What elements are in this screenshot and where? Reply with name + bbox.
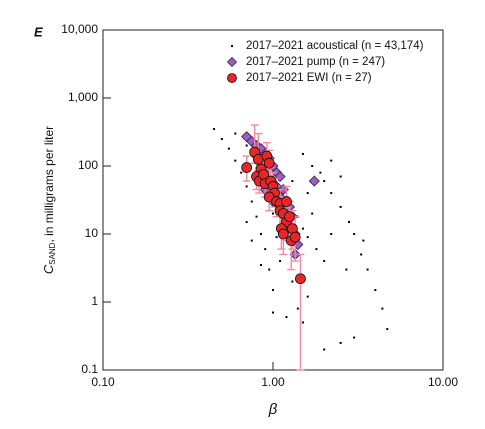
point [245, 221, 248, 224]
point [330, 233, 333, 235]
point [306, 236, 309, 239]
point [345, 268, 348, 271]
point [275, 236, 278, 239]
point [301, 153, 304, 156]
point [234, 159, 237, 162]
panel-label: E [34, 24, 43, 39]
y-label-text: , in milligrams per liter [42, 126, 56, 243]
point [284, 211, 295, 223]
point [277, 228, 289, 240]
point [362, 239, 365, 242]
point [311, 212, 314, 215]
point [295, 273, 306, 285]
point [315, 248, 318, 251]
point [323, 348, 326, 351]
point [234, 132, 237, 135]
point [263, 157, 275, 169]
y-tick-label: 100 [78, 158, 98, 172]
point [268, 268, 271, 271]
point [339, 341, 342, 344]
x-tick-label: 0.10 [91, 375, 115, 389]
point [296, 307, 299, 310]
point [339, 205, 342, 208]
point [330, 159, 333, 162]
point [289, 231, 301, 243]
point [272, 311, 274, 314]
point [306, 192, 309, 195]
point [285, 316, 288, 319]
y-tick-label: 1 [91, 294, 98, 308]
point [272, 212, 274, 215]
point [306, 295, 309, 298]
point [330, 192, 333, 195]
x-tick-label: 1.00 [261, 375, 285, 389]
point [227, 147, 230, 150]
point [250, 200, 253, 203]
legend-label: 2017–2021 pump (n = 247) [246, 56, 385, 68]
y-tick-label: 1,000 [68, 90, 98, 104]
point [353, 233, 356, 235]
y-label-symbol: C [41, 264, 56, 274]
point [291, 280, 294, 283]
legend-marker [231, 45, 233, 47]
point [381, 307, 384, 310]
point [374, 289, 377, 292]
y-tick-label: 10,000 [61, 22, 98, 36]
y-axis-label: CSAND, in milligrams per liter [41, 126, 57, 274]
legend-marker [226, 56, 238, 68]
point [272, 289, 274, 292]
point [360, 253, 363, 256]
error-bar [296, 253, 305, 371]
point [250, 239, 253, 242]
x-tick-label: 10.00 [428, 375, 458, 389]
point [353, 336, 356, 339]
legend-label: 2017–2021 EWI (n = 27) [246, 72, 372, 84]
point [311, 165, 314, 167]
point [281, 196, 292, 207]
point [240, 171, 243, 174]
x-axis-label: β [268, 401, 278, 418]
point [386, 328, 389, 331]
y-tick-label: 0.1 [81, 362, 98, 376]
point [291, 180, 294, 183]
point [348, 221, 351, 224]
point [301, 227, 304, 230]
point [255, 215, 258, 218]
point [241, 162, 253, 173]
point [366, 268, 369, 271]
point [323, 260, 326, 263]
y-label-subscript: SAND [48, 242, 57, 264]
point [260, 233, 263, 235]
point [301, 321, 304, 324]
point [264, 248, 267, 251]
legend-label: 2017–2021 acoustical (n = 43,174) [246, 40, 424, 52]
legend-marker [227, 73, 237, 83]
point [245, 144, 248, 147]
point [260, 264, 263, 267]
point [323, 180, 326, 183]
point [279, 260, 282, 263]
point [319, 171, 322, 174]
point [245, 185, 248, 188]
point [308, 175, 320, 187]
y-tick-label: 10 [85, 226, 99, 240]
point [213, 128, 216, 131]
point [339, 175, 342, 178]
point [220, 137, 223, 140]
